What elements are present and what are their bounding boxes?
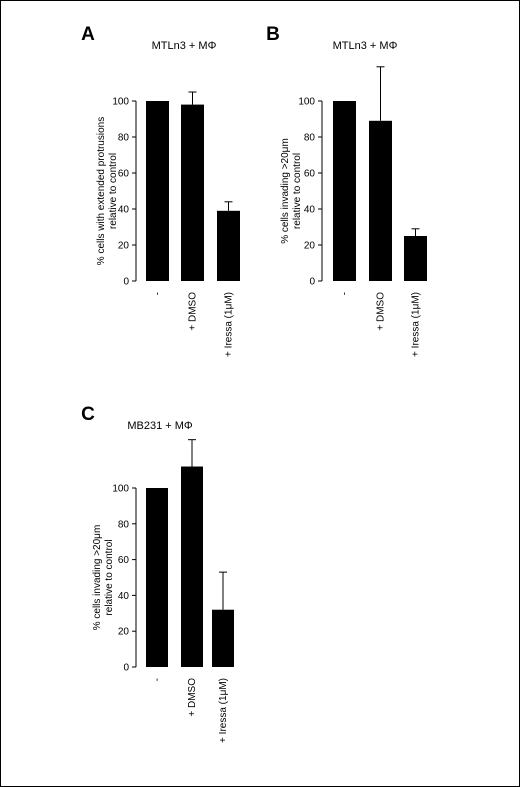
y-tick-label-a-60: 60 — [118, 169, 130, 180]
y-tick-label-c-20: 20 — [118, 627, 130, 638]
panel-a: A MTLn3 + MΦ 0 20 40 60 80 100 % cells with exte… — [0, 0, 260, 390]
category-label-b-3: + Iressa (1μM) — [411, 292, 422, 357]
bar-c-2 — [181, 466, 203, 667]
y-tick-label-b-80: 80 — [304, 133, 316, 144]
chart-a: A MTLn3 + MΦ 0 20 40 60 80 100 % cells with exte… — [81, 24, 240, 357]
y-axis-label-c: % cells invading >20μmrelative to contro… — [92, 525, 115, 631]
bar-b-2 — [369, 120, 392, 281]
panel-label-c: C — [81, 404, 95, 425]
panel-b: B MTLn3 + MΦ 0 20 40 60 80 100 % cells invading … — [260, 0, 520, 390]
y-tick-label-c-100: 100 — [112, 484, 129, 495]
panel-c: C MB231 + MΦ 0 20 40 60 80 100 % cells invading … — [0, 390, 260, 787]
chart-title-a: MTLn3 + MΦ — [152, 40, 217, 52]
chart-title-b: MTLn3 + MΦ — [333, 40, 398, 52]
category-label-c-1: - — [152, 678, 163, 681]
y-tick-label-a-0: 0 — [123, 277, 129, 288]
chart-c: C MB231 + MΦ 0 20 40 60 80 100 % cells invading … — [81, 404, 234, 743]
y-tick-label-b-60: 60 — [304, 169, 316, 180]
y-tick-label-a-80: 80 — [118, 133, 130, 144]
y-tick-label-c-60: 60 — [118, 555, 130, 566]
y-tick-label-c-80: 80 — [118, 519, 130, 530]
bar-a-2 — [181, 104, 204, 281]
category-label-a-3: + Iressa (1μM) — [224, 292, 235, 357]
category-label-c-3: + Iressa (1μM) — [218, 678, 229, 743]
y-tick-label-c-40: 40 — [118, 591, 130, 602]
y-axis-label-b: % cells invading >20μmrelative to contro… — [280, 138, 303, 244]
y-tick-label-a-20: 20 — [118, 241, 130, 252]
chart-b: B MTLn3 + MΦ 0 20 40 60 80 100 % cells invading … — [266, 24, 427, 357]
y-tick-label-b-100: 100 — [298, 97, 315, 108]
bar-b-1 — [333, 101, 356, 281]
y-axis-label-line-a-1: % cells with extended protrusions — [96, 117, 107, 265]
bar-c-1 — [146, 488, 168, 667]
panel-label-a: A — [81, 24, 95, 45]
bar-c-3 — [212, 609, 234, 667]
y-axis-label-line-a-2: relative to control — [108, 153, 119, 229]
bar-a-3 — [217, 210, 240, 281]
y-tick-label-b-0: 0 — [309, 277, 315, 288]
category-label-b-2: + DMSO — [376, 292, 387, 331]
y-axis-label-line-c-2: relative to control — [104, 539, 115, 615]
y-tick-label-b-40: 40 — [304, 205, 316, 216]
bar-a-1 — [146, 101, 169, 281]
panel-label-b: B — [266, 24, 280, 45]
y-axis-label-line-b-2: relative to control — [292, 153, 303, 229]
y-tick-label-a-40: 40 — [118, 205, 130, 216]
y-tick-label-c-0: 0 — [123, 663, 129, 674]
category-label-a-2: + DMSO — [188, 292, 199, 331]
y-tick-label-a-100: 100 — [112, 97, 129, 108]
y-axis-label-line-b-1: % cells invading >20μm — [280, 138, 291, 244]
y-axis-label-a: % cells with extended protrusionsrelativ… — [96, 117, 119, 265]
category-label-c-2: + DMSO — [187, 678, 198, 717]
y-axis-label-line-c-1: % cells invading >20μm — [92, 525, 103, 631]
category-label-b-1: - — [340, 292, 351, 295]
category-label-a-1: - — [153, 292, 164, 295]
bar-b-3 — [404, 236, 427, 281]
chart-title-c: MB231 + MΦ — [127, 420, 193, 432]
y-tick-label-b-20: 20 — [304, 241, 316, 252]
